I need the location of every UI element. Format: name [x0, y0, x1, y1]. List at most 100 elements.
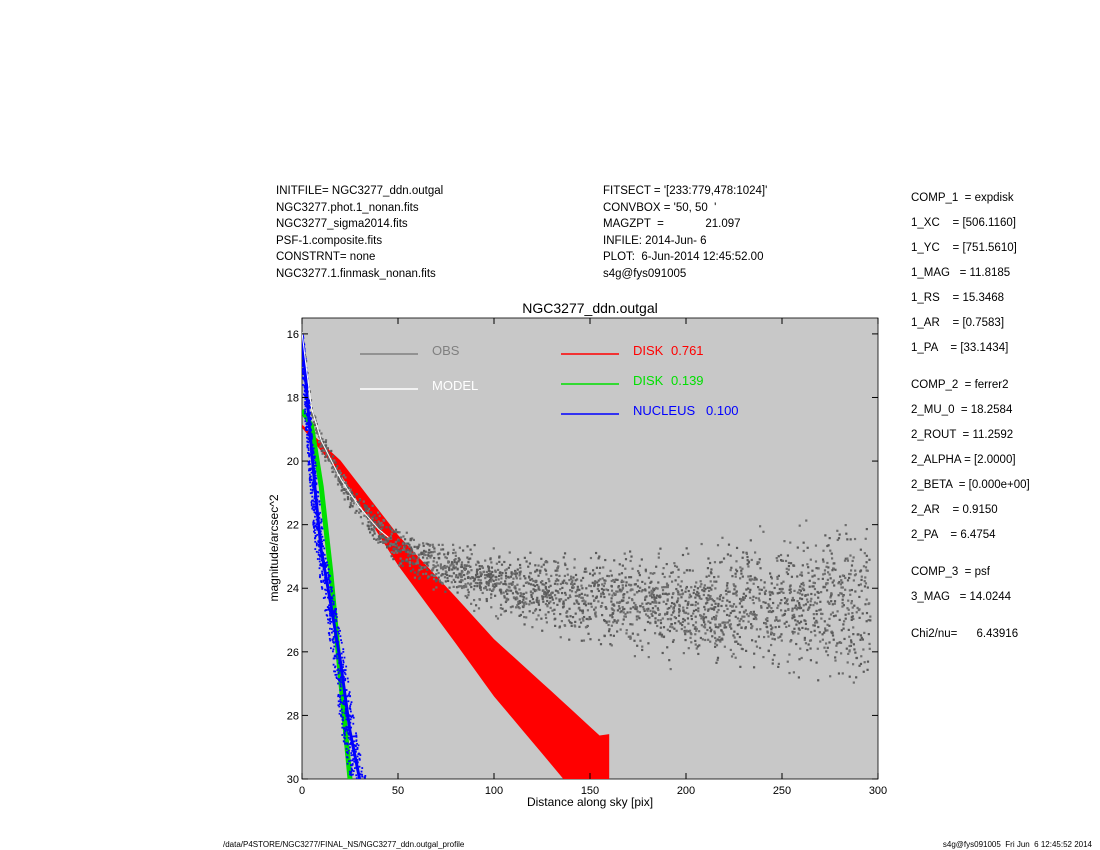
obs-point	[442, 568, 445, 571]
nucleus-point	[304, 403, 306, 406]
obs-point	[629, 607, 632, 610]
obs-point	[712, 616, 716, 619]
obs-point	[403, 548, 406, 551]
nucleus-point	[340, 714, 342, 717]
obs-point	[647, 576, 651, 579]
nucleus-point	[339, 676, 342, 679]
obs-point	[640, 590, 643, 593]
obs-point	[595, 595, 599, 598]
obs-point	[328, 454, 331, 457]
obs-point	[636, 579, 639, 582]
obs-point	[671, 571, 674, 574]
obs-point	[510, 572, 513, 575]
obs-point	[470, 602, 473, 605]
obs-point	[645, 608, 648, 611]
obs-point	[852, 643, 855, 646]
obs-point	[718, 623, 721, 626]
obs-point	[686, 617, 690, 620]
obs-point	[749, 612, 752, 615]
obs-point	[564, 581, 567, 585]
obs-point	[865, 598, 868, 601]
obs-point	[675, 601, 679, 604]
component-param: 1_MAG = 11.8185	[911, 267, 1011, 279]
obs-point	[551, 609, 554, 612]
obs-point	[630, 555, 633, 558]
obs-point	[829, 675, 832, 678]
obs-point	[659, 595, 662, 598]
obs-point	[399, 549, 402, 552]
obs-point	[583, 570, 586, 573]
obs-point	[698, 630, 701, 633]
obs-point	[851, 606, 854, 609]
nucleus-point	[320, 520, 323, 523]
obs-point	[451, 568, 454, 571]
obs-point	[572, 576, 575, 579]
nucleus-point	[336, 657, 339, 660]
nucleus-point	[331, 597, 334, 600]
nucleus-point	[302, 384, 304, 386]
obs-point	[635, 615, 638, 618]
obs-point	[819, 608, 822, 611]
obs-point	[722, 633, 725, 636]
obs-point	[574, 579, 577, 582]
obs-point	[537, 587, 540, 590]
obs-point	[605, 620, 608, 623]
obs-point	[612, 609, 616, 612]
obs-point	[589, 585, 592, 588]
obs-point	[602, 566, 605, 569]
nucleus-point	[314, 461, 317, 464]
obs-point	[574, 612, 577, 615]
obs-point	[390, 532, 393, 535]
obs-point	[499, 571, 502, 574]
obs-point	[511, 592, 515, 595]
obs-point	[357, 501, 360, 504]
obs-point	[487, 573, 490, 576]
obs-point	[387, 536, 390, 540]
obs-point	[707, 620, 710, 623]
obs-point	[539, 571, 542, 575]
obs-point	[512, 572, 515, 575]
obs-point	[588, 584, 591, 587]
obs-point	[499, 607, 502, 610]
obs-point	[853, 604, 856, 607]
nucleus-point	[333, 609, 336, 612]
obs-point	[516, 583, 519, 586]
obs-point	[394, 530, 398, 533]
obs-point	[320, 432, 323, 435]
obs-point	[524, 577, 527, 580]
obs-point	[684, 611, 687, 615]
obs-point	[677, 583, 680, 586]
obs-point	[708, 626, 712, 629]
obs-point	[835, 644, 838, 647]
obs-point	[381, 524, 384, 527]
obs-point	[774, 626, 777, 629]
obs-point	[729, 625, 732, 628]
nucleus-point	[304, 401, 307, 403]
obs-point	[374, 520, 377, 524]
nucleus-point	[312, 452, 315, 455]
obs-point	[646, 609, 649, 612]
obs-point	[688, 569, 691, 572]
obs-point	[781, 614, 784, 617]
obs-point	[868, 642, 871, 646]
obs-point	[470, 585, 473, 589]
obs-point	[588, 572, 592, 575]
nucleus-point	[353, 740, 355, 743]
obs-point	[379, 535, 383, 538]
obs-point	[426, 557, 429, 560]
obs-point	[463, 573, 466, 577]
obs-point	[545, 589, 549, 592]
obs-point	[558, 598, 561, 601]
obs-point	[673, 562, 676, 565]
nucleus-point	[308, 461, 311, 464]
obs-point	[622, 596, 625, 599]
obs-point	[654, 611, 657, 615]
obs-point	[729, 604, 732, 607]
obs-point	[666, 607, 669, 610]
obs-point	[791, 614, 794, 617]
obs-point	[491, 584, 495, 588]
obs-point	[859, 662, 863, 666]
obs-point	[489, 596, 493, 599]
obs-point	[735, 640, 738, 643]
obs-point	[618, 588, 621, 591]
